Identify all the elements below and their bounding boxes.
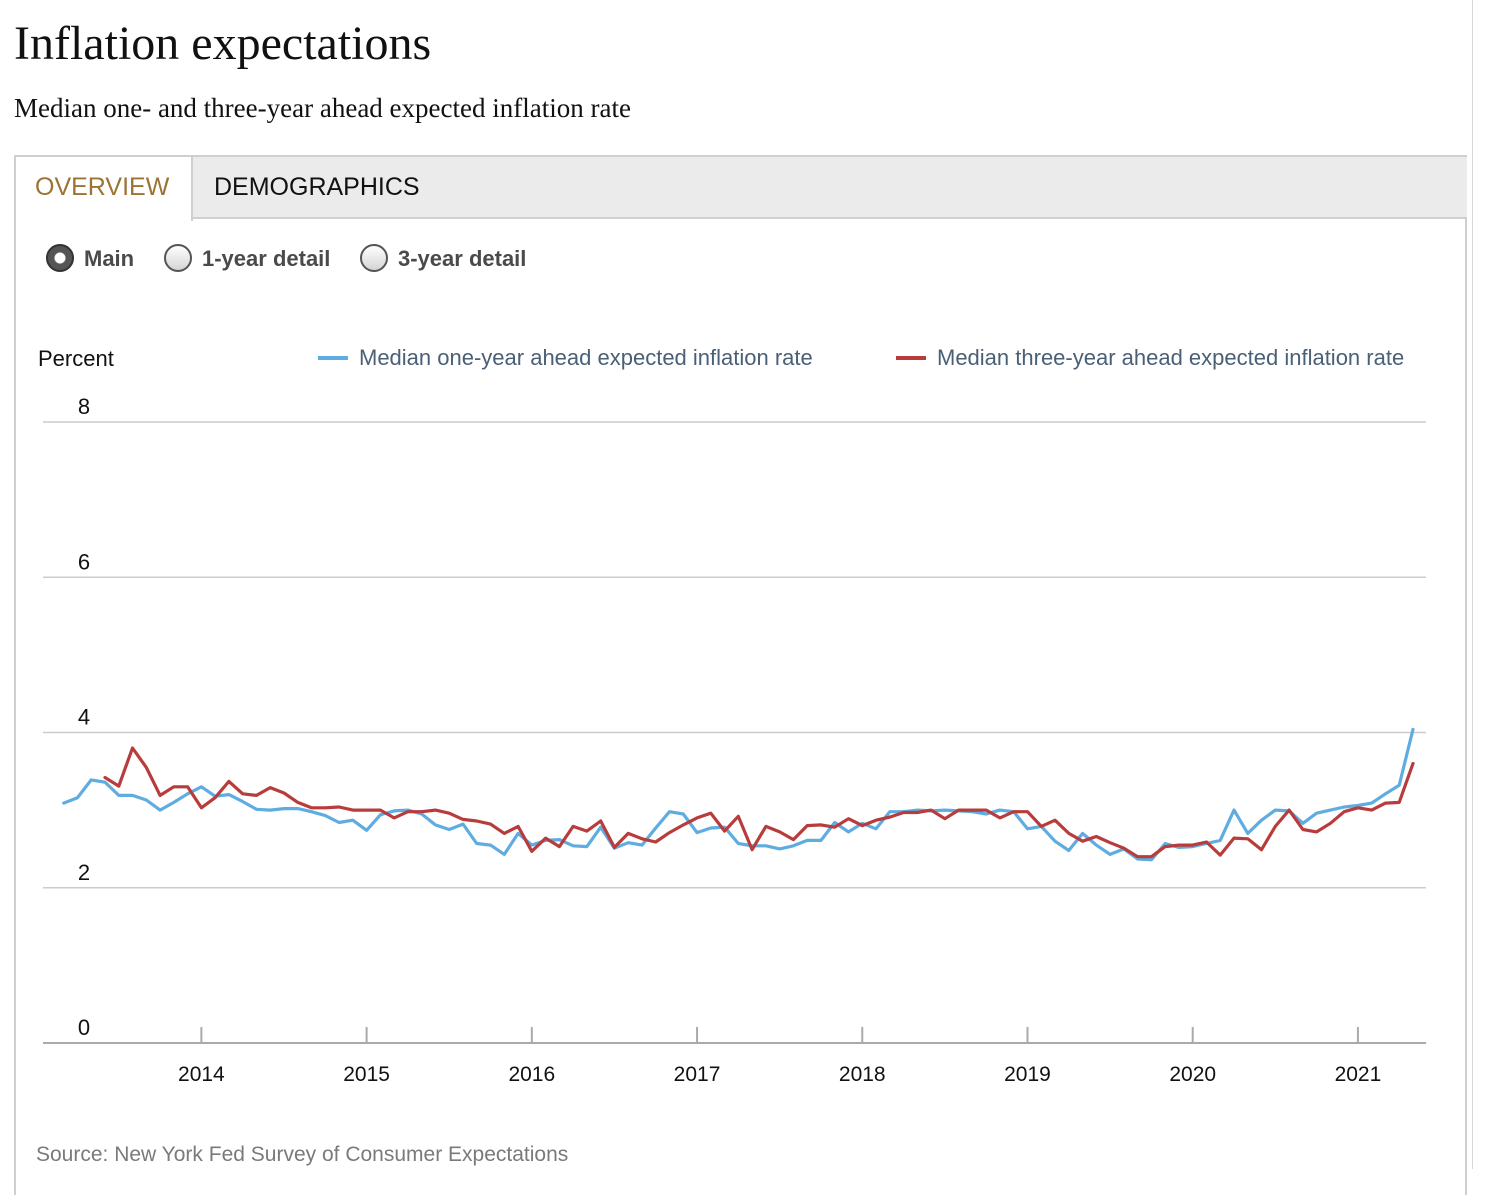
y-tick-label: 4	[78, 705, 90, 730]
legend-label-one-year[interactable]: Median one-year ahead expected inflation…	[359, 345, 813, 370]
inflation-line-chart: 0 2 4 6 8 2014 2015 2016 2017 2018 2019 2020 2021 Pe…	[38, 345, 1426, 1086]
grid-layer	[43, 421, 1426, 889]
y-tick-label: 6	[78, 549, 90, 574]
x-tick-label: 2019	[1004, 1063, 1051, 1086]
legend-layer: Percent Median one-year ahead expected i…	[38, 345, 1404, 371]
page-right-border	[1472, 0, 1473, 1169]
y-tick-label: 0	[78, 1015, 90, 1040]
tab-bar: OVERVIEW DEMOGRAPHICS	[16, 157, 1467, 221]
y-axis-title: Percent	[38, 346, 114, 371]
chart-panel: OVERVIEW DEMOGRAPHICS Main 1-year detail…	[14, 155, 1467, 1195]
series-layer	[62, 727, 1415, 862]
axis-layer: 0 2 4 6 8 2014 2015 2016 2017 2018 2019 2020 2021	[43, 394, 1426, 1086]
x-tick-label: 2021	[1335, 1063, 1382, 1086]
series-line-one-year	[62, 727, 1415, 862]
x-tick-label: 2020	[1169, 1063, 1216, 1086]
source-note: Source: New York Fed Survey of Consumer …	[36, 1143, 569, 1166]
page-subtitle: Median one- and three-year ahead expecte…	[14, 93, 631, 123]
x-tick-label: 2014	[178, 1063, 225, 1086]
page-title: Inflation expectations	[14, 17, 432, 70]
tab-demographics[interactable]: DEMOGRAPHICS	[214, 173, 420, 201]
x-tick-label: 2015	[343, 1063, 390, 1086]
radio-label-3-year-detail: 3-year detail	[398, 246, 527, 271]
radio-circle-main[interactable]	[46, 244, 74, 272]
radio-label-main: Main	[84, 246, 135, 271]
legend-label-three-year[interactable]: Median three-year ahead expected inflati…	[937, 345, 1404, 370]
y-tick-label: 8	[78, 394, 90, 419]
radio-label-1-year-detail: 1-year detail	[202, 246, 331, 271]
y-tick-label: 2	[78, 860, 90, 885]
x-tick-label: 2017	[674, 1063, 721, 1086]
series-line-three-year	[103, 746, 1415, 859]
radio-circle-1-year-detail[interactable]	[164, 244, 192, 272]
radio-circle-3-year-detail[interactable]	[360, 244, 388, 272]
x-tick-label: 2016	[508, 1063, 555, 1086]
x-tick-label: 2018	[839, 1063, 886, 1086]
tab-overview[interactable]: OVERVIEW	[16, 157, 193, 221]
